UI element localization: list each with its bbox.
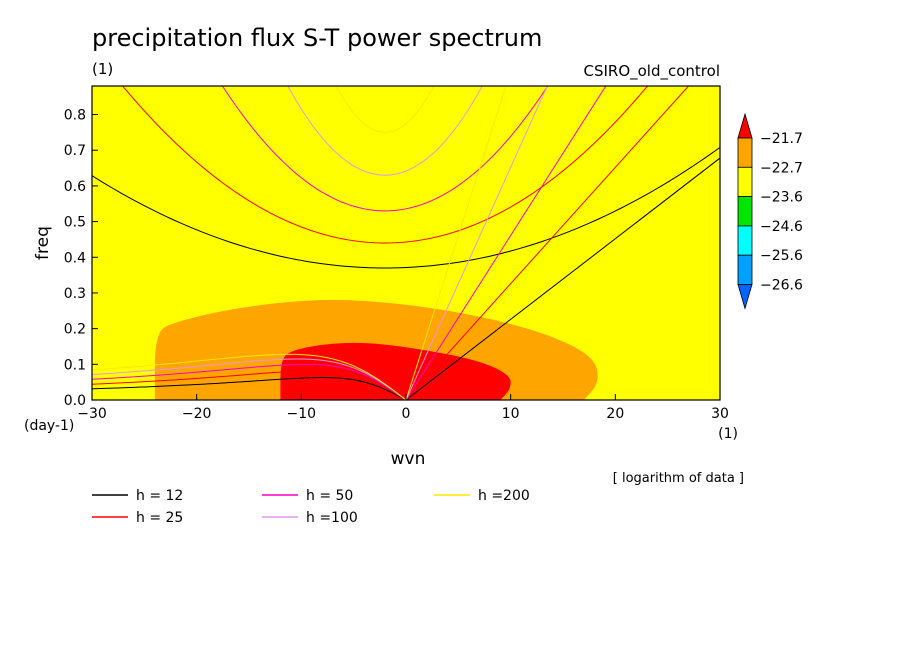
x-tick-label: −10 [287, 406, 317, 422]
colorbar-label: −23.6 [760, 190, 803, 206]
legend-label: h = 50 [306, 488, 353, 504]
colorbar-segment [737, 166, 753, 198]
kelvin-line-5 [405, 86, 507, 400]
chart-subtitle-left: (1) [92, 60, 113, 78]
dispersion-curves [92, 86, 720, 400]
y-tick-label: 0.8 [64, 108, 86, 124]
colorbar-top-arrow [737, 112, 753, 139]
colorbar-segment [737, 137, 753, 168]
y-axis-unit: (day-1) [24, 418, 74, 434]
y-tick-label: 0.7 [64, 143, 86, 159]
kelvin-line-3 [405, 86, 607, 400]
x-axis-label: wvn [391, 449, 426, 469]
kelvin-line-4 [405, 86, 548, 400]
y-tick-label: 0.4 [64, 250, 86, 266]
kelvin-line-1 [405, 157, 720, 400]
rossby-curve-4 [92, 358, 407, 400]
gravity-curve-4 [287, 86, 483, 176]
chart-subtitle-right: CSIRO_old_control [583, 62, 720, 81]
legend-label: h =200 [478, 488, 530, 504]
y-tick-label: 0.1 [64, 357, 86, 373]
x-tick-label: 30 [711, 406, 729, 422]
gravity-curve-1 [92, 146, 720, 269]
y-axis-label: freq [33, 226, 53, 260]
x-tick-label: 10 [502, 406, 520, 422]
y-tick-label: 0.2 [64, 322, 86, 338]
colorbar-label: −24.6 [760, 219, 803, 235]
fill-region-2 [280, 342, 511, 400]
kelvin-line-2 [405, 86, 690, 400]
legend-label: h = 12 [136, 488, 183, 504]
rossby-curve-1 [92, 377, 407, 400]
y-axis: 0.0 0.1 0.2 0.3 0.4 0.5 0.6 0.7 0.8 [64, 108, 98, 409]
gravity-curve-5 [335, 86, 435, 133]
colorbar-label: −22.7 [760, 160, 803, 176]
x-tick-label: 20 [606, 406, 624, 422]
x-tick-label: −30 [77, 406, 107, 422]
gravity-curve-2 [122, 86, 649, 244]
rossby-curve-2 [92, 370, 407, 400]
x-tick-label: 0 [402, 406, 411, 422]
data-note: [ logarithm of data ] [613, 471, 744, 486]
y-tick-label: 0.3 [64, 286, 86, 302]
rossby-curve-5 [92, 353, 407, 400]
colorbar-bottom-arrow [737, 284, 753, 310]
y-tick-label: 0.0 [64, 393, 86, 409]
colorbar-segment [737, 225, 753, 256]
y-tick-label: 0.5 [64, 215, 86, 231]
gravity-curve-3 [221, 86, 549, 212]
colorbar-segment [737, 254, 753, 285]
dispersion-legend: h = 12 h = 25 h = 50 h =100 h =200 [92, 488, 530, 526]
contour-fill [92, 86, 720, 400]
chart-title: precipitation flux S-T power spectrum [92, 24, 542, 52]
colorbar-label: −21.7 [760, 131, 803, 147]
colorbar-label: −25.6 [760, 248, 803, 264]
y-tick-label: 0.6 [64, 179, 86, 195]
legend-label: h =100 [306, 510, 358, 526]
legend-label: h = 25 [136, 510, 183, 526]
rossby-curve-3 [92, 363, 407, 400]
x-axis: −30 −20 −10 0 10 20 30 [77, 394, 729, 422]
x-tick-label: −20 [182, 406, 212, 422]
x-axis-unit: (1) [718, 426, 738, 442]
colorbar-label: −26.6 [760, 278, 803, 294]
colorbar: −21.7 −22.7 −23.6 −24.6 −25.6 −26.6 [737, 112, 803, 310]
colorbar-segment [737, 196, 753, 227]
